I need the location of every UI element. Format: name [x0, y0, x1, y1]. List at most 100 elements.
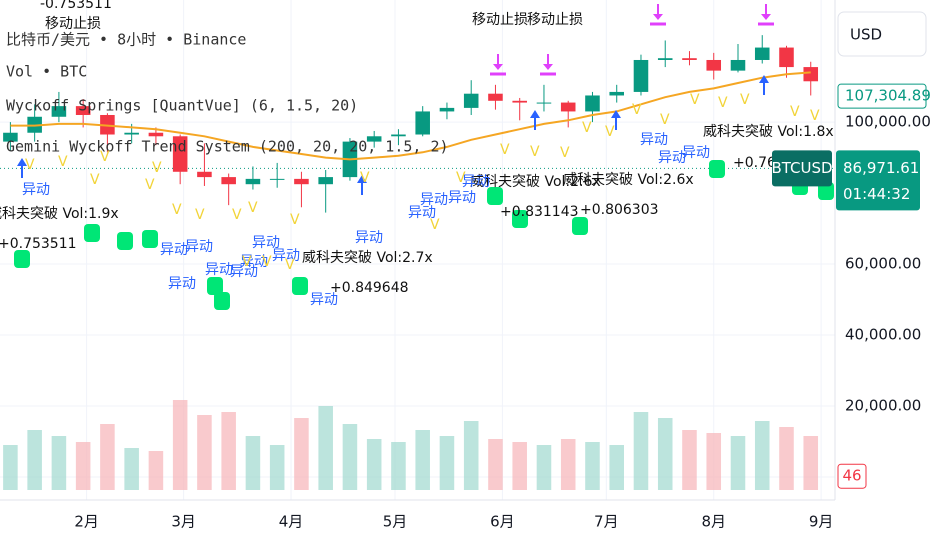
signal-label: 威科夫突破 Vol:2.6x	[563, 172, 694, 188]
signal-label: 威科夫突破 Vol:2.7x	[302, 250, 433, 266]
spike-label: 异动	[205, 262, 233, 278]
volume-bar	[585, 442, 600, 490]
volume-bar	[536, 445, 552, 490]
volume-bar	[560, 439, 576, 490]
ma-price-box	[837, 83, 927, 109]
v-label: V	[740, 92, 750, 108]
spring-signal	[818, 182, 834, 200]
y-tick-label: 100,000.00	[845, 113, 931, 131]
spike-label: 异动	[22, 182, 50, 198]
candle-body	[754, 47, 770, 60]
volume-bar	[754, 421, 770, 490]
spike-label: 异动	[272, 248, 300, 264]
spike-label: 异动	[252, 235, 280, 251]
volume-bar	[75, 442, 91, 490]
spring-signal	[512, 210, 528, 228]
volume-bar	[342, 424, 358, 490]
volume-bar	[197, 415, 212, 490]
signal-label: 移动止损	[527, 12, 583, 28]
spring-signal	[487, 187, 503, 205]
candle-body	[294, 178, 309, 185]
v-label: V	[456, 170, 466, 186]
spike-label: 异动	[640, 132, 668, 148]
volume-bar	[51, 436, 67, 490]
y-tick-label: 60,000.00	[845, 255, 921, 273]
volume-bar	[463, 421, 479, 490]
candle-body	[439, 107, 455, 112]
volume-bar	[439, 436, 455, 490]
currency-box[interactable]	[837, 11, 927, 57]
volume-bar	[730, 436, 746, 490]
x-tick-label: 7月	[594, 513, 619, 531]
x-tick-label: 3月	[171, 513, 196, 531]
v-label: V	[605, 124, 615, 140]
volume-bar	[172, 400, 188, 490]
buy-arrowhead	[357, 175, 367, 183]
candle-body	[779, 47, 794, 68]
x-tick-label: 8月	[701, 513, 726, 531]
volume-bar	[27, 430, 42, 490]
candle-body	[609, 91, 624, 96]
spike-label: 异动	[230, 264, 258, 280]
x-tick-label: 4月	[279, 513, 304, 531]
volume-box	[837, 463, 867, 489]
countdown: 01:44:32	[843, 185, 910, 203]
volume-bar	[124, 448, 139, 490]
v-label: V	[232, 207, 242, 223]
y-tick-label: 40,000.00	[845, 326, 921, 344]
v-label: V	[290, 212, 300, 228]
volume-bar	[609, 445, 624, 490]
spring-signal	[207, 277, 223, 295]
stop-arrowhead	[493, 64, 503, 70]
v-label: V	[248, 200, 258, 216]
candle-body	[803, 67, 819, 82]
candle-body	[391, 134, 406, 137]
candle-body	[75, 106, 91, 115]
buy-arrowhead	[611, 110, 621, 118]
price-pane	[0, 35, 835, 213]
stop-arrowhead	[761, 14, 771, 20]
candle-body	[633, 59, 649, 92]
v-label: V	[718, 95, 728, 111]
signal-label: 移动止损	[45, 16, 101, 32]
spring-signal	[117, 232, 133, 250]
volume-bar	[3, 445, 18, 490]
signal-label: +0.831143	[500, 204, 579, 220]
x-tick-label: 6月	[490, 513, 515, 531]
spike-label: 异动	[168, 276, 196, 292]
volume-bar	[488, 439, 503, 490]
legend-line: Gemini Wyckoff Trend System (200, 20, 20…	[6, 138, 449, 156]
candle-body	[245, 178, 261, 185]
signal-label: 威科夫突破 Vol:1.8x	[703, 124, 834, 140]
signal-label: +0.753511	[0, 236, 77, 252]
volume-label: 46	[842, 467, 861, 485]
volume-bar	[294, 418, 309, 490]
candle-body	[318, 177, 333, 185]
candle-body	[560, 102, 576, 112]
v-label: V	[285, 257, 295, 273]
spring-signal	[709, 160, 725, 178]
spike-label: 异动	[448, 190, 476, 206]
v-label: V	[58, 154, 68, 170]
spike-label: 异动	[355, 230, 383, 246]
candle-body	[148, 132, 164, 137]
volume-bar	[391, 442, 406, 490]
candle-body	[488, 93, 503, 101]
stop-arrowhead	[653, 14, 663, 20]
spike-label: 异动	[310, 292, 338, 308]
spring-signal	[14, 250, 30, 268]
volume-bar	[633, 412, 649, 490]
volume-bar	[415, 430, 430, 490]
candle-body	[512, 100, 527, 103]
spike-label: 异动	[408, 205, 436, 221]
currency: USD	[850, 26, 882, 44]
spring-signal	[214, 292, 230, 310]
v-label: V	[560, 145, 570, 161]
v-label: V	[145, 177, 155, 193]
volume-bar	[221, 412, 236, 490]
candle-body	[269, 178, 285, 180]
legend-line: 比特币/美元 • 8小时 • Binance	[6, 31, 246, 49]
candle-body	[657, 58, 673, 60]
volume-bar	[803, 436, 819, 490]
